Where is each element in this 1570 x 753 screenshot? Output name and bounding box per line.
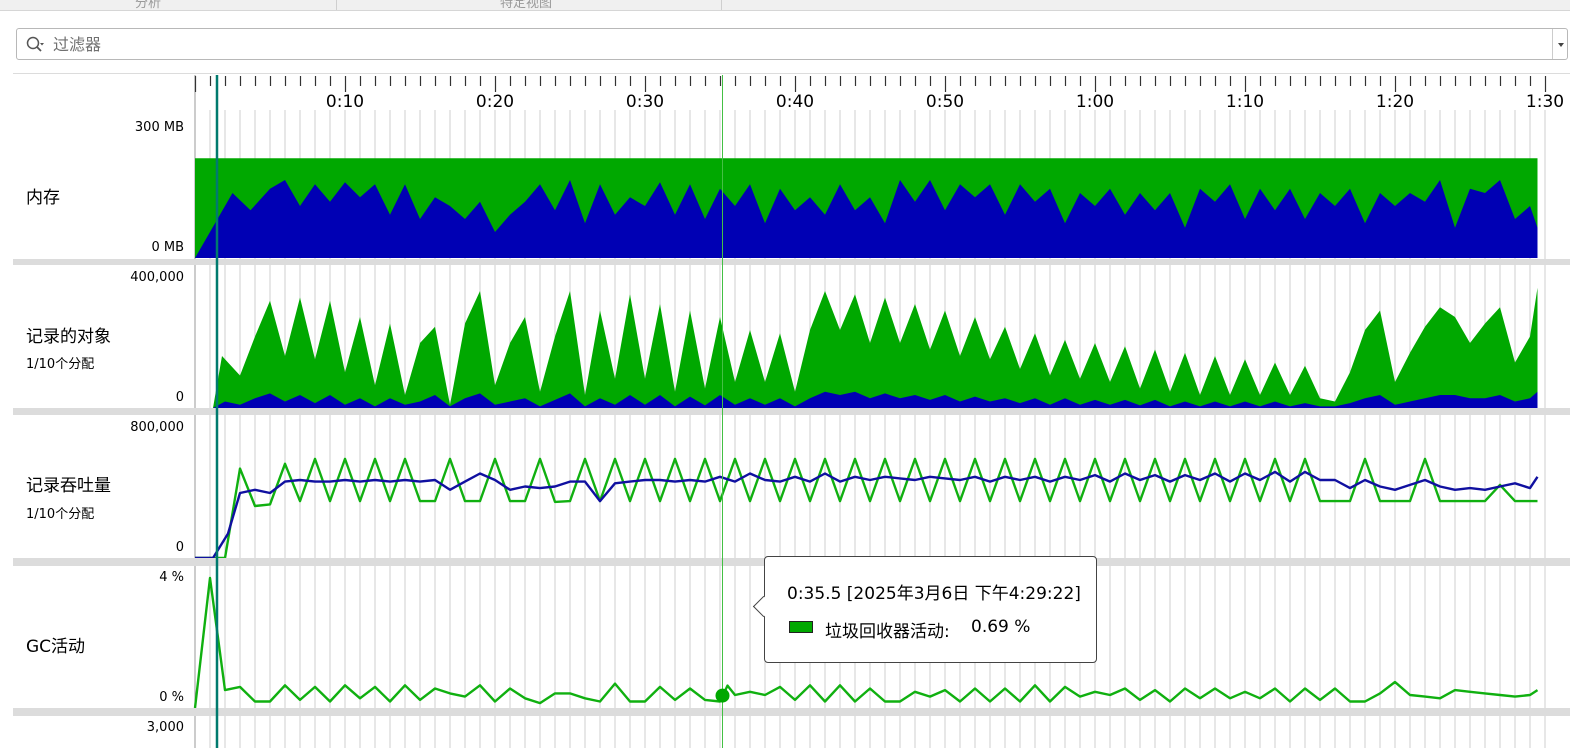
tick-label: 0:10 [326, 92, 364, 112]
tick-label: 1:20 [1376, 92, 1414, 112]
memory-ymin-label: 0 MB [151, 240, 184, 255]
throughput-row-label: 记录吞吐量 [26, 476, 111, 496]
marks-layer [193, 158, 1539, 709]
memory-row-label: 内存 [26, 188, 60, 208]
row-divider [13, 408, 1570, 415]
gc-activity-line [193, 576, 1539, 709]
tooltip-swatch [789, 621, 813, 633]
tick-label: 0:50 [926, 92, 964, 112]
row-divider [13, 259, 1570, 265]
gc-ymax-label: 4 % [159, 570, 184, 585]
tick-label: 0:40 [776, 92, 814, 112]
extra-ymax-label: 3,000 [146, 720, 184, 735]
throughput-green-line [195, 457, 1538, 560]
search-icon[interactable] [25, 35, 45, 55]
objects-blue-area [213, 391, 1538, 408]
tooltip: 0:35.5 [2025年3月6日 下午4:29:22] 垃圾回收器活动: 0.… [752, 556, 1097, 663]
tick-label: 0:30 [626, 92, 664, 112]
divider [13, 73, 1570, 74]
tab-separator [336, 0, 337, 10]
top-tab-strip: 分析 特定视图 [0, 0, 1570, 11]
objects-ymin-label: 0 [175, 390, 184, 405]
cursor-layer [215, 75, 730, 748]
tick-label: 1:30 [1526, 92, 1564, 112]
tick-layer: 0:10 0:20 0:30 0:40 0:50 1:00 1:10 1:20 1:30 [194, 76, 1564, 112]
throughput-row-sublabel: 1/10个分配 [26, 507, 95, 522]
tooltip-value: 0.69 % [971, 617, 1031, 637]
hover-point [715, 688, 730, 703]
objects-green-area [213, 287, 1538, 408]
objects-row-sublabel: 1/10个分配 [26, 357, 95, 372]
filter-box[interactable] [16, 28, 1568, 60]
tooltip-time: 0:35.5 [2025年3月6日 下午4:29:22] [787, 584, 1081, 604]
filter-dropdown-button[interactable] [1552, 29, 1567, 59]
tab-separator [721, 0, 722, 10]
throughput-blue-line [195, 470, 1539, 560]
tick-label: 1:00 [1076, 92, 1114, 112]
gc-row-label: GC活动 [26, 637, 86, 657]
objects-row-label: 记录的对象 [26, 327, 111, 347]
row-divider [13, 708, 1570, 716]
throughput-ymax-label: 800,000 [130, 420, 184, 435]
memory-used-area [195, 180, 1538, 258]
tick-label: 0:20 [476, 92, 514, 112]
filter-input[interactable] [53, 33, 1533, 55]
tick-label: 1:10 [1226, 92, 1264, 112]
tab-specific-view[interactable]: 特定视图 [500, 0, 553, 11]
gc-ymin-label: 0 % [159, 690, 184, 705]
throughput-ymin-label: 0 [175, 540, 184, 555]
tooltip-series-name: 垃圾回收器活动: [825, 622, 950, 642]
chevron-down-icon [1558, 43, 1564, 47]
tab-analysis[interactable]: 分析 [135, 0, 162, 11]
objects-ymax-label: 400,000 [130, 270, 184, 285]
memory-ymax-label: 300 MB [134, 120, 184, 135]
